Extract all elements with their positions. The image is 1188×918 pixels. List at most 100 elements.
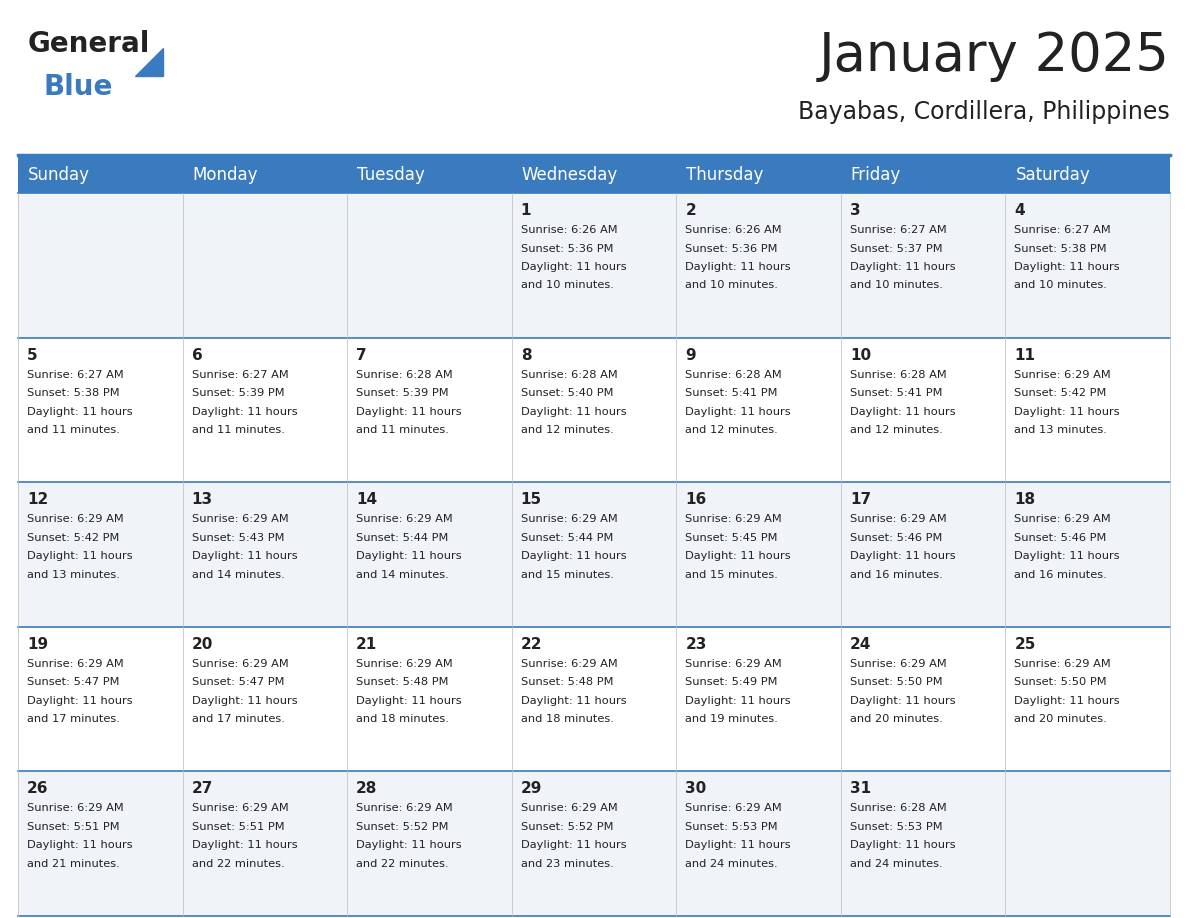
Bar [18,338,183,482]
Text: Sunrise: 6:29 AM: Sunrise: 6:29 AM [520,514,618,524]
Text: Daylight: 11 hours: Daylight: 11 hours [685,840,791,850]
Text: Daylight: 11 hours: Daylight: 11 hours [849,840,955,850]
Text: and 20 minutes.: and 20 minutes. [849,714,942,724]
Text: Sunset: 5:52 PM: Sunset: 5:52 PM [356,822,449,832]
Bar [347,193,512,338]
Text: Wednesday: Wednesday [522,166,618,184]
Text: Sunrise: 6:29 AM: Sunrise: 6:29 AM [356,514,453,524]
Text: Sunset: 5:53 PM: Sunset: 5:53 PM [685,822,778,832]
Text: Daylight: 11 hours: Daylight: 11 hours [685,551,791,561]
Text: Daylight: 11 hours: Daylight: 11 hours [849,407,955,417]
Text: 16: 16 [685,492,707,508]
Text: Sunrise: 6:29 AM: Sunrise: 6:29 AM [1015,659,1111,669]
Text: and 21 minutes.: and 21 minutes. [27,859,120,869]
Bar [1005,338,1170,482]
Text: 11: 11 [1015,348,1036,363]
Text: 10: 10 [849,348,871,363]
Bar [512,482,676,627]
Text: Daylight: 11 hours: Daylight: 11 hours [356,407,462,417]
Text: 8: 8 [520,348,531,363]
Text: Blue: Blue [43,73,113,101]
Text: Daylight: 11 hours: Daylight: 11 hours [191,696,297,706]
Bar [1005,627,1170,771]
Bar [676,157,841,193]
Bar [676,338,841,482]
Text: Sunset: 5:50 PM: Sunset: 5:50 PM [1015,677,1107,688]
Text: 12: 12 [27,492,49,508]
Text: Daylight: 11 hours: Daylight: 11 hours [520,696,626,706]
Text: Daylight: 11 hours: Daylight: 11 hours [27,696,133,706]
Bar [676,482,841,627]
Text: Sunset: 5:46 PM: Sunset: 5:46 PM [1015,532,1107,543]
Bar [841,157,1005,193]
Text: and 12 minutes.: and 12 minutes. [685,425,778,435]
Text: Daylight: 11 hours: Daylight: 11 hours [520,407,626,417]
Text: 24: 24 [849,637,871,652]
Text: Sunrise: 6:28 AM: Sunrise: 6:28 AM [685,370,782,380]
Text: 3: 3 [849,203,860,218]
Text: Daylight: 11 hours: Daylight: 11 hours [849,262,955,272]
Text: Sunrise: 6:27 AM: Sunrise: 6:27 AM [849,225,947,235]
Text: 9: 9 [685,348,696,363]
Text: Tuesday: Tuesday [358,166,425,184]
Text: and 11 minutes.: and 11 minutes. [356,425,449,435]
Text: Sunrise: 6:29 AM: Sunrise: 6:29 AM [1015,370,1111,380]
Text: Thursday: Thursday [687,166,764,184]
Text: Sunday: Sunday [29,166,90,184]
Text: Sunrise: 6:27 AM: Sunrise: 6:27 AM [27,370,124,380]
Text: Monday: Monday [192,166,258,184]
Bar [18,627,183,771]
Text: and 10 minutes.: and 10 minutes. [849,281,943,290]
Text: Daylight: 11 hours: Daylight: 11 hours [191,407,297,417]
Text: Sunset: 5:40 PM: Sunset: 5:40 PM [520,388,613,398]
Text: Saturday: Saturday [1016,166,1091,184]
Text: Sunrise: 6:29 AM: Sunrise: 6:29 AM [191,659,289,669]
Text: 1: 1 [520,203,531,218]
Text: Sunrise: 6:29 AM: Sunrise: 6:29 AM [356,803,453,813]
Text: Daylight: 11 hours: Daylight: 11 hours [356,551,462,561]
Text: and 22 minutes.: and 22 minutes. [191,859,284,869]
Text: Daylight: 11 hours: Daylight: 11 hours [1015,696,1120,706]
Text: 17: 17 [849,492,871,508]
Text: 25: 25 [1015,637,1036,652]
Bar [18,771,183,916]
Text: and 11 minutes.: and 11 minutes. [27,425,120,435]
Text: Sunset: 5:52 PM: Sunset: 5:52 PM [520,822,613,832]
Text: Sunrise: 6:28 AM: Sunrise: 6:28 AM [849,370,947,380]
Text: Sunrise: 6:27 AM: Sunrise: 6:27 AM [191,370,289,380]
Text: Sunset: 5:41 PM: Sunset: 5:41 PM [849,388,942,398]
Text: and 22 minutes.: and 22 minutes. [356,859,449,869]
Text: Sunset: 5:48 PM: Sunset: 5:48 PM [520,677,613,688]
Text: Sunset: 5:37 PM: Sunset: 5:37 PM [849,243,942,253]
Text: and 18 minutes.: and 18 minutes. [520,714,613,724]
Bar [1005,482,1170,627]
Text: Sunrise: 6:26 AM: Sunrise: 6:26 AM [685,225,782,235]
Text: and 14 minutes.: and 14 minutes. [356,570,449,579]
Bar [512,157,676,193]
Text: Daylight: 11 hours: Daylight: 11 hours [520,262,626,272]
Bar [841,193,1005,338]
Text: Daylight: 11 hours: Daylight: 11 hours [191,840,297,850]
Text: Daylight: 11 hours: Daylight: 11 hours [356,696,462,706]
Text: Sunset: 5:36 PM: Sunset: 5:36 PM [685,243,778,253]
Bar [183,482,347,627]
Text: Daylight: 11 hours: Daylight: 11 hours [685,407,791,417]
Bar [347,771,512,916]
Bar [18,193,183,338]
Text: and 17 minutes.: and 17 minutes. [27,714,120,724]
Text: Sunrise: 6:29 AM: Sunrise: 6:29 AM [27,659,124,669]
Text: Sunset: 5:47 PM: Sunset: 5:47 PM [191,677,284,688]
Text: Sunrise: 6:27 AM: Sunrise: 6:27 AM [1015,225,1111,235]
Text: Sunset: 5:53 PM: Sunset: 5:53 PM [849,822,942,832]
Text: 28: 28 [356,781,378,797]
Bar [183,193,347,338]
Bar [512,627,676,771]
Text: and 14 minutes.: and 14 minutes. [191,570,284,579]
Text: Daylight: 11 hours: Daylight: 11 hours [1015,262,1120,272]
Bar [18,157,183,193]
Bar [1005,157,1170,193]
Text: 19: 19 [27,637,49,652]
Text: Sunrise: 6:29 AM: Sunrise: 6:29 AM [520,803,618,813]
Text: 14: 14 [356,492,378,508]
Bar [676,193,841,338]
